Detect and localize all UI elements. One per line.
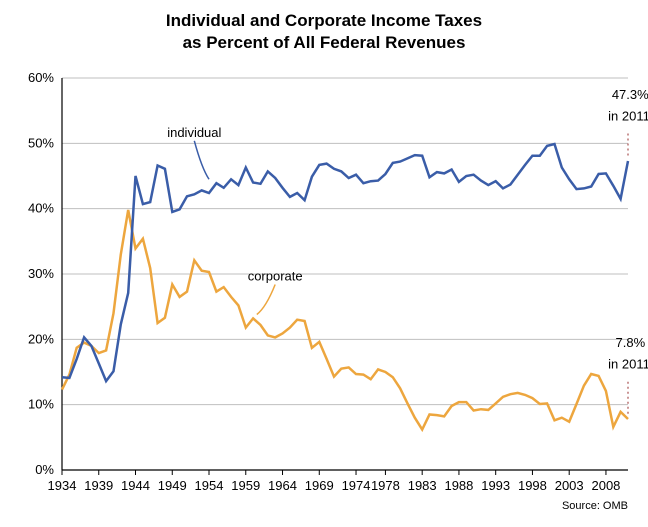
x-tick-label: 1974: [342, 478, 371, 493]
chart-title-line2: as Percent of All Federal Revenues: [183, 33, 466, 52]
line-chart: Individual and Corporate Income Taxes as …: [0, 0, 648, 527]
y-tick-label: 20%: [28, 331, 54, 346]
individual-label: individual: [167, 125, 221, 140]
x-tick-label: 1939: [84, 478, 113, 493]
x-tick-label: 1988: [444, 478, 473, 493]
y-tick-label: 10%: [28, 397, 54, 412]
x-tick-label: 1983: [408, 478, 437, 493]
y-tick-label: 30%: [28, 266, 54, 281]
corporate-end-value: 7.8%: [616, 335, 646, 350]
x-tick-label: 1949: [158, 478, 187, 493]
x-tick-label: 1969: [305, 478, 334, 493]
x-tick-label: 1934: [48, 478, 77, 493]
x-tick-label: 1998: [518, 478, 547, 493]
x-tick-label: 1993: [481, 478, 510, 493]
y-tick-label: 0%: [35, 462, 54, 477]
individual-end-value: 47.3%: [612, 87, 648, 102]
corporate-label: corporate: [248, 269, 303, 284]
y-tick-label: 40%: [28, 201, 54, 216]
y-tick-label: 60%: [28, 70, 54, 85]
x-tick-label: 1964: [268, 478, 297, 493]
x-tick-label: 1978: [371, 478, 400, 493]
x-tick-label: 1959: [231, 478, 260, 493]
x-tick-label: 1944: [121, 478, 150, 493]
x-tick-label: 2008: [591, 478, 620, 493]
x-tick-label: 2003: [555, 478, 584, 493]
source-label: Source: OMB: [562, 500, 628, 512]
individual-end-year: in 2011: [608, 108, 648, 123]
chart-title-line1: Individual and Corporate Income Taxes: [166, 11, 482, 30]
x-tick-label: 1954: [195, 478, 224, 493]
corporate-end-year: in 2011: [608, 357, 648, 372]
y-tick-label: 50%: [28, 135, 54, 150]
